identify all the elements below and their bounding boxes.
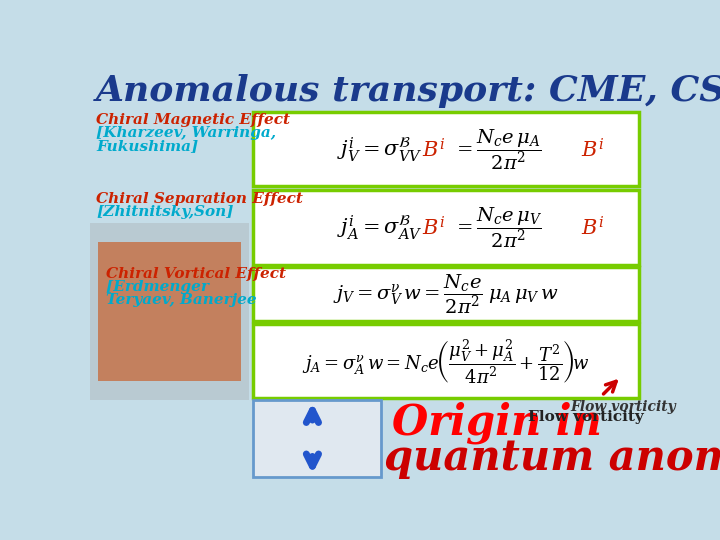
- Text: Teryaev, Banerjee: Teryaev, Banerjee: [106, 293, 261, 307]
- Text: $= \dfrac{N_c e\,\mu_V}{2\pi^2}\;$: $= \dfrac{N_c e\,\mu_V}{2\pi^2}\;$: [454, 206, 543, 251]
- Text: Flow vorticity: Flow vorticity: [570, 400, 676, 414]
- Text: $j_V^i = \sigma_{VV}^{\mathcal{B}}\;$: $j_V^i = \sigma_{VV}^{\mathcal{B}}\;$: [337, 135, 423, 164]
- Text: quantum anomaly!!!: quantum anomaly!!!: [384, 436, 720, 479]
- Text: $j_A = \sigma_A^{\nu}\,w = N_c e\!\left(\dfrac{\mu_V^2+\mu_A^2}{4\pi^2}+\dfrac{T: $j_A = \sigma_A^{\nu}\,w = N_c e\!\left(…: [302, 337, 590, 386]
- Text: $j_V = \sigma_V^{\nu}\,w = \dfrac{N_c e}{2\pi^2}\;\mu_A\,\mu_V\,w$: $j_V = \sigma_V^{\nu}\,w = \dfrac{N_c e}…: [333, 272, 559, 316]
- Text: Chiral Vortical Effect: Chiral Vortical Effect: [106, 267, 286, 281]
- Text: Fukushima]: Fukushima]: [96, 139, 199, 153]
- FancyBboxPatch shape: [253, 267, 639, 321]
- Text: Origin in: Origin in: [392, 402, 602, 444]
- Text: Chiral Magnetic Effect: Chiral Magnetic Effect: [96, 112, 290, 126]
- Text: $j_A^i = \sigma_{AV}^{\mathcal{B}}\;$: $j_A^i = \sigma_{AV}^{\mathcal{B}}\;$: [337, 214, 423, 242]
- Text: $= \dfrac{N_c e\,\mu_A}{2\pi^2}\;$: $= \dfrac{N_c e\,\mu_A}{2\pi^2}\;$: [454, 127, 542, 172]
- Text: $B^i$: $B^i$: [423, 138, 446, 161]
- FancyBboxPatch shape: [98, 242, 241, 381]
- FancyBboxPatch shape: [90, 222, 249, 400]
- Text: $B^i$: $B^i$: [581, 138, 604, 161]
- Text: Flow vorticity: Flow vorticity: [528, 410, 644, 424]
- FancyBboxPatch shape: [253, 112, 639, 186]
- Text: Chiral Separation Effect: Chiral Separation Effect: [96, 192, 303, 206]
- Text: $B^i$: $B^i$: [581, 217, 604, 240]
- FancyBboxPatch shape: [253, 400, 381, 477]
- FancyBboxPatch shape: [253, 190, 639, 265]
- Text: [Kharzeev, Warringa,: [Kharzeev, Warringa,: [96, 126, 276, 140]
- Text: Anomalous transport: CME, CSE, CVE: Anomalous transport: CME, CSE, CVE: [96, 74, 720, 108]
- Text: [Erdmenger: [Erdmenger: [106, 280, 214, 294]
- FancyBboxPatch shape: [253, 323, 639, 398]
- Text: [Zhitnitsky,Son]: [Zhitnitsky,Son]: [96, 205, 234, 219]
- Text: $B^i$: $B^i$: [423, 217, 446, 240]
